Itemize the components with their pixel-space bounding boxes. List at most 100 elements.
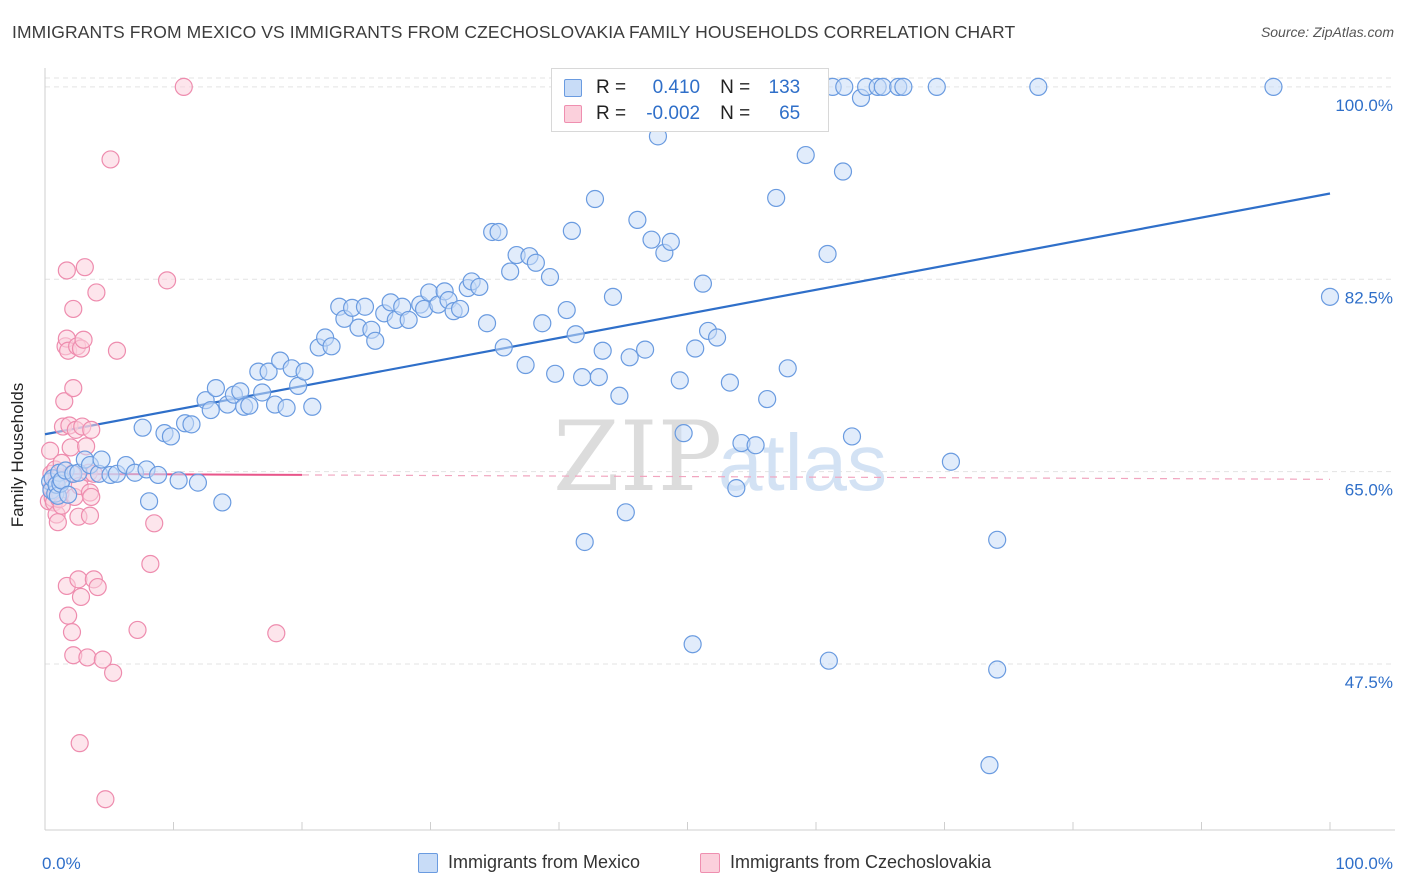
n-label: N =	[720, 77, 751, 98]
mexico-point	[589, 367, 608, 387]
mexico-point	[833, 162, 853, 181]
y-tick-label: 65.0%	[1345, 481, 1393, 500]
mexico-point	[819, 651, 838, 670]
mexico-point	[707, 328, 727, 347]
czech-n-value: 65	[779, 103, 801, 124]
czech-point	[61, 438, 80, 457]
czech-swatch	[564, 105, 582, 123]
czech-point	[55, 392, 74, 411]
mexico-point	[562, 221, 581, 240]
mexico-points	[41, 77, 1340, 775]
mexico-point	[259, 362, 278, 381]
stats-box: R = 0.410 N = 133 R = -0.002 N = 65	[551, 68, 829, 132]
mexico-point	[758, 389, 777, 409]
legend-mexico-label: Immigrants from Mexico	[448, 852, 641, 872]
mexico-point	[477, 314, 497, 333]
czech-point	[41, 441, 60, 460]
czech-point	[64, 378, 83, 398]
y-tick-label: 47.5%	[1345, 673, 1393, 692]
czech-point	[70, 734, 89, 753]
mexico-point	[767, 188, 786, 208]
czech-point	[157, 271, 177, 290]
tick-labels: 47.5% 65.0% 82.5% 100.0% 0.0% 100.0%	[42, 96, 1393, 873]
legend-item-mexico[interactable]: Immigrants from Mexico	[418, 852, 640, 873]
mexico-point	[778, 359, 797, 378]
czech-point	[80, 506, 100, 525]
mexico-point	[355, 297, 375, 316]
czech-point	[71, 587, 91, 607]
mexico-point	[240, 396, 259, 415]
mexico-point	[201, 400, 220, 420]
y-tick-label: 100.0%	[1335, 96, 1393, 115]
source-label: Source: ZipAtlas.com	[1260, 24, 1394, 40]
mexico-point	[593, 341, 612, 360]
mexico-point	[188, 473, 208, 492]
mexico-point	[842, 427, 862, 446]
x-tick-label: 0.0%	[42, 854, 81, 873]
mexico-point	[642, 230, 661, 249]
czech-point	[107, 341, 127, 360]
mexico-point	[322, 337, 341, 356]
czech-point	[87, 283, 106, 302]
mexico-point	[635, 340, 655, 359]
czech-r-value: -0.002	[646, 103, 701, 124]
y-tick-label: 82.5%	[1345, 288, 1393, 307]
mexico-r-value: 0.410	[652, 77, 701, 98]
mexico-point	[661, 232, 680, 251]
czech-point	[174, 77, 193, 96]
mexico-point	[92, 450, 111, 469]
mexico-point	[182, 415, 201, 434]
mexico-point	[133, 418, 152, 437]
mexico-point	[489, 222, 508, 242]
grid-lines	[45, 77, 1395, 665]
mexico-point	[686, 339, 705, 358]
legend-czech-label: Immigrants from Czechoslovakia	[730, 852, 992, 872]
czech-points	[39, 77, 286, 809]
mexico-point	[566, 325, 585, 344]
mexico-point	[720, 373, 740, 392]
stats-row-czech: R = -0.002 N = 65	[564, 102, 800, 126]
mexico-point	[818, 244, 837, 264]
mexico-point	[253, 383, 272, 402]
mexico-point	[628, 210, 647, 229]
czech-point	[59, 606, 78, 625]
czech-trend-extension	[301, 474, 1331, 480]
mexico-point	[873, 77, 892, 96]
mexico-point	[1029, 77, 1048, 96]
czech-point	[267, 624, 286, 643]
mexico-point	[366, 331, 385, 350]
mexico-point	[450, 299, 470, 319]
legend-mexico-swatch	[418, 852, 438, 873]
mexico-point	[59, 485, 78, 504]
mexico-point	[620, 348, 639, 367]
legend-item-czech[interactable]: Immigrants from Czechoslovakia	[700, 852, 991, 873]
mexico-point	[540, 267, 560, 287]
mexico-point	[746, 436, 765, 455]
mexico-point	[610, 386, 629, 405]
mexico-point	[796, 145, 815, 165]
mexico-point	[1264, 77, 1283, 96]
mexico-point	[693, 274, 713, 293]
czech-point	[74, 330, 93, 349]
mexico-point	[980, 756, 999, 775]
czech-point	[64, 299, 83, 319]
czech-point	[57, 261, 76, 280]
mexico-point	[988, 530, 1007, 549]
czech-point	[93, 650, 112, 669]
czech-point	[69, 570, 88, 589]
mexico-point	[573, 367, 592, 387]
mexico-point	[501, 262, 520, 281]
mexico-point	[148, 465, 168, 485]
mexico-point	[139, 492, 159, 511]
mexico-point	[526, 253, 545, 272]
mexico-point	[835, 77, 854, 96]
x-tick-label: 100.0%	[1335, 854, 1393, 873]
czech-point	[62, 623, 82, 642]
czech-point	[82, 487, 101, 507]
czech-point	[48, 513, 67, 532]
mexico-point	[894, 77, 913, 96]
czech-point	[104, 663, 123, 682]
czech-point	[82, 420, 101, 439]
n-label: N =	[720, 103, 751, 124]
legend-czech-swatch	[700, 852, 720, 873]
